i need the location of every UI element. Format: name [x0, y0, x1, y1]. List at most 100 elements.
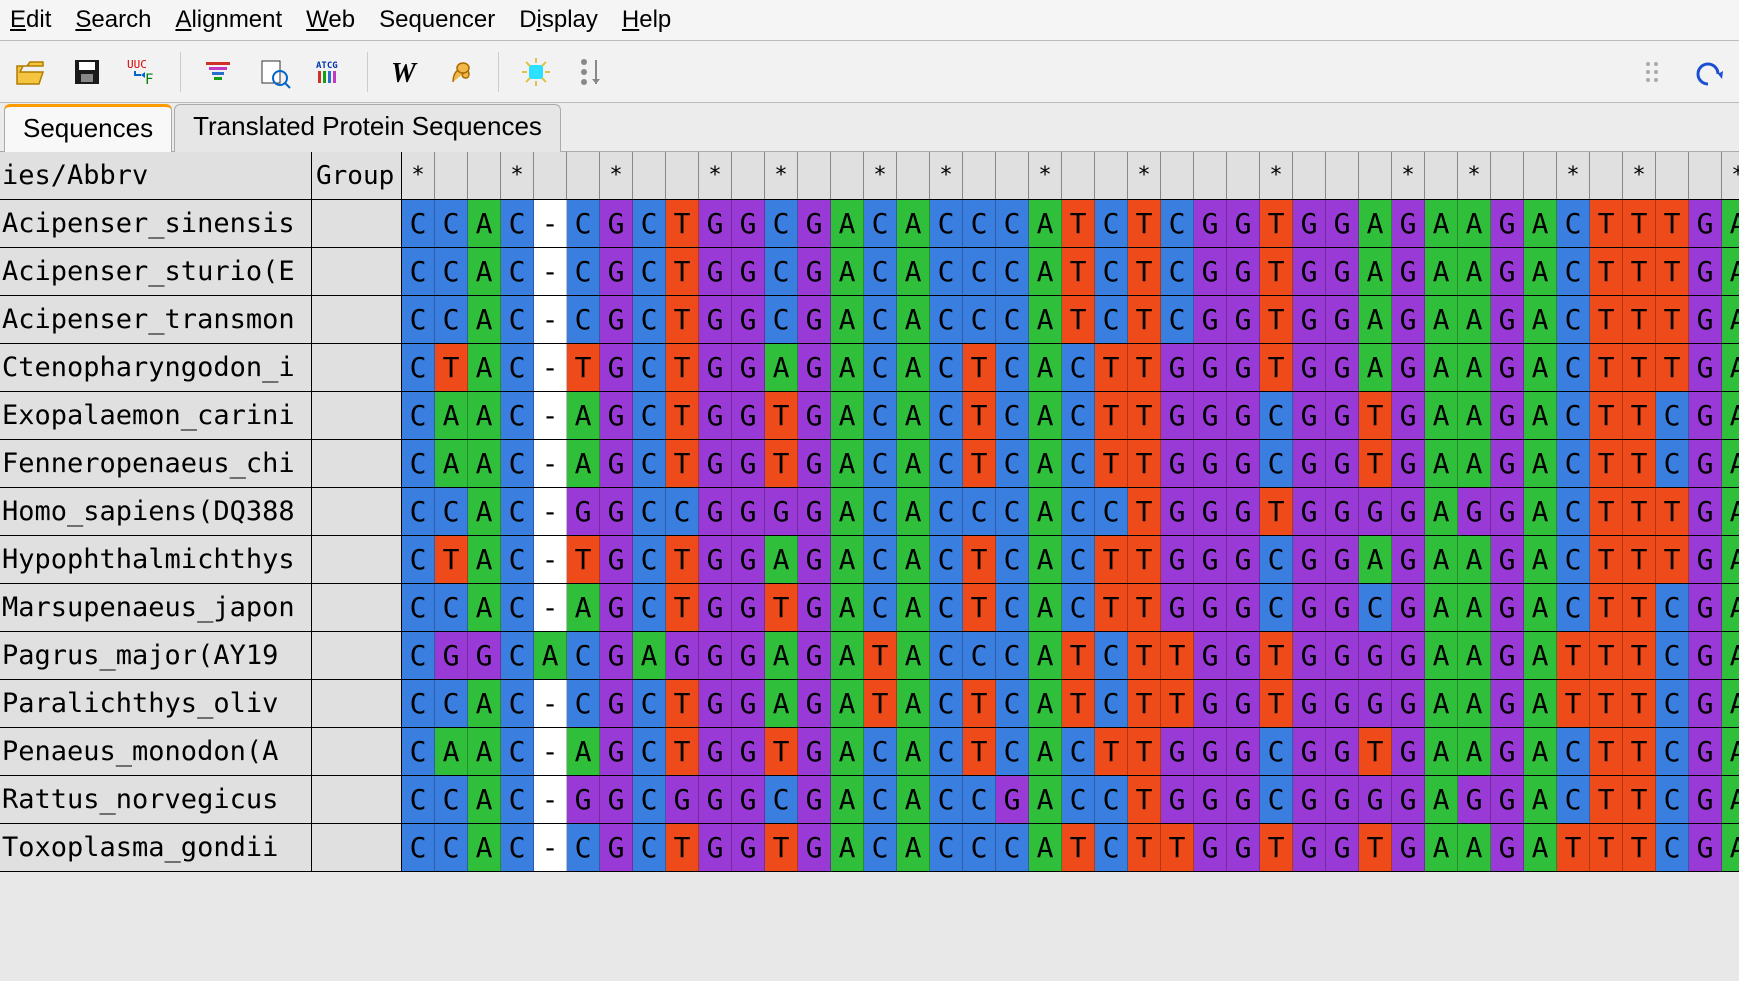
nuc-cell[interactable]: C: [1161, 296, 1194, 343]
nuc-cell[interactable]: T: [1590, 584, 1623, 631]
nuc-cell[interactable]: A: [1524, 824, 1557, 871]
nuc-cell[interactable]: -: [534, 728, 567, 775]
nuc-cell[interactable]: G: [1194, 632, 1227, 679]
nuc-cell[interactable]: A: [897, 728, 930, 775]
nuc-cell[interactable]: T: [1095, 440, 1128, 487]
nuc-cell[interactable]: A: [1425, 296, 1458, 343]
nuc-cell[interactable]: C: [1557, 392, 1590, 439]
nuc-cell[interactable]: G: [1491, 584, 1524, 631]
nuc-cell[interactable]: T: [765, 440, 798, 487]
nuc-cell[interactable]: C: [864, 728, 897, 775]
nuc-cell[interactable]: G: [1227, 824, 1260, 871]
sequence-name[interactable]: Fenneropenaeus_chi: [0, 440, 312, 487]
nuc-cell[interactable]: G: [798, 392, 831, 439]
nuc-cell[interactable]: C: [996, 728, 1029, 775]
nuc-cell[interactable]: T: [1260, 824, 1293, 871]
nuc-cell[interactable]: G: [1194, 296, 1227, 343]
nuc-cell[interactable]: G: [798, 776, 831, 823]
nuc-cell[interactable]: A: [1425, 680, 1458, 727]
sequence-group[interactable]: [312, 200, 402, 247]
nuc-cell[interactable]: G: [1689, 344, 1722, 391]
nuc-cell[interactable]: A: [1029, 488, 1062, 535]
nuc-cell[interactable]: C: [1062, 440, 1095, 487]
nuc-cell[interactable]: G: [1689, 680, 1722, 727]
nuc-cell[interactable]: T: [1062, 296, 1095, 343]
nuc-cell[interactable]: A: [1458, 728, 1491, 775]
nuc-cell[interactable]: G: [1326, 632, 1359, 679]
sequence-group[interactable]: [312, 584, 402, 631]
nuc-cell[interactable]: C: [435, 776, 468, 823]
nuc-cell[interactable]: T: [1095, 536, 1128, 583]
nuc-cell[interactable]: G: [1293, 584, 1326, 631]
nuc-cell[interactable]: C: [1062, 536, 1095, 583]
nuc-cell[interactable]: A: [897, 488, 930, 535]
nuc-cell[interactable]: G: [699, 776, 732, 823]
nuc-cell[interactable]: C: [633, 392, 666, 439]
nuc-cell[interactable]: C: [633, 584, 666, 631]
nuc-cell[interactable]: G: [1458, 488, 1491, 535]
nuc-cell[interactable]: C: [567, 200, 600, 247]
nuc-cell[interactable]: -: [534, 488, 567, 535]
nuc-cell[interactable]: T: [963, 536, 996, 583]
nuc-cell[interactable]: C: [1557, 440, 1590, 487]
nuc-cell[interactable]: A: [1359, 296, 1392, 343]
nuc-cell[interactable]: G: [1491, 776, 1524, 823]
nuc-cell[interactable]: C: [1062, 344, 1095, 391]
nuc-cell[interactable]: G: [1227, 632, 1260, 679]
nuc-cell[interactable]: C: [435, 488, 468, 535]
nuc-cell[interactable]: C: [1557, 776, 1590, 823]
nuc-cell[interactable]: C: [402, 728, 435, 775]
nuc-cell[interactable]: G: [699, 344, 732, 391]
nuc-cell[interactable]: G: [732, 296, 765, 343]
nuc-cell[interactable]: A: [1359, 536, 1392, 583]
nuc-cell[interactable]: C: [402, 248, 435, 295]
nuc-cell[interactable]: A: [1458, 248, 1491, 295]
nuc-cell[interactable]: G: [1689, 632, 1722, 679]
nuc-cell[interactable]: C: [402, 776, 435, 823]
sequence-group[interactable]: [312, 296, 402, 343]
nuc-cell[interactable]: -: [534, 584, 567, 631]
nuc-cell[interactable]: G: [1392, 488, 1425, 535]
nuc-cell[interactable]: A: [1458, 680, 1491, 727]
nuc-cell[interactable]: G: [1491, 728, 1524, 775]
nuc-cell[interactable]: T: [1590, 488, 1623, 535]
nuc-cell[interactable]: G: [798, 248, 831, 295]
nuc-cell[interactable]: C: [1656, 680, 1689, 727]
nuc-cell[interactable]: G: [1359, 488, 1392, 535]
nuc-cell[interactable]: T: [1590, 776, 1623, 823]
nuc-cell[interactable]: C: [864, 584, 897, 631]
nuc-cell[interactable]: G: [732, 200, 765, 247]
nuc-cell[interactable]: A: [1722, 536, 1739, 583]
nuc-cell[interactable]: G: [1491, 296, 1524, 343]
nuc-cell[interactable]: G: [1227, 536, 1260, 583]
nuc-cell[interactable]: C: [1359, 584, 1392, 631]
nuc-cell[interactable]: T: [1623, 632, 1656, 679]
nuc-cell[interactable]: C: [435, 200, 468, 247]
nuc-cell[interactable]: A: [1524, 344, 1557, 391]
sequence-row[interactable]: Acipenser_sturio(ECCAC-CGCTGGCGACACCCATC…: [0, 248, 1739, 296]
sequence-name[interactable]: Acipenser_transmon: [0, 296, 312, 343]
nuc-cell[interactable]: C: [930, 200, 963, 247]
nuc-cell[interactable]: C: [996, 344, 1029, 391]
nuc-cell[interactable]: G: [699, 632, 732, 679]
nuc-cell[interactable]: C: [996, 536, 1029, 583]
sequence-group[interactable]: [312, 248, 402, 295]
nuc-cell[interactable]: G: [1326, 776, 1359, 823]
nuc-cell[interactable]: G: [699, 440, 732, 487]
nuc-cell[interactable]: G: [1293, 536, 1326, 583]
nuc-cell[interactable]: A: [1722, 824, 1739, 871]
nuc-cell[interactable]: G: [1161, 536, 1194, 583]
nuc-cell[interactable]: C: [402, 344, 435, 391]
nuc-cell[interactable]: A: [897, 776, 930, 823]
nuc-cell[interactable]: G: [1293, 440, 1326, 487]
muscle-arm-icon[interactable]: [438, 49, 484, 95]
nuc-cell[interactable]: C: [1656, 584, 1689, 631]
nuc-cell[interactable]: T: [666, 536, 699, 583]
nuc-cell[interactable]: T: [765, 824, 798, 871]
nuc-cell[interactable]: -: [534, 248, 567, 295]
nuc-cell[interactable]: C: [1656, 824, 1689, 871]
nuc-cell[interactable]: T: [1128, 680, 1161, 727]
nuc-cell[interactable]: A: [1425, 200, 1458, 247]
nuc-cell[interactable]: T: [1095, 344, 1128, 391]
nuc-cell[interactable]: C: [1656, 392, 1689, 439]
